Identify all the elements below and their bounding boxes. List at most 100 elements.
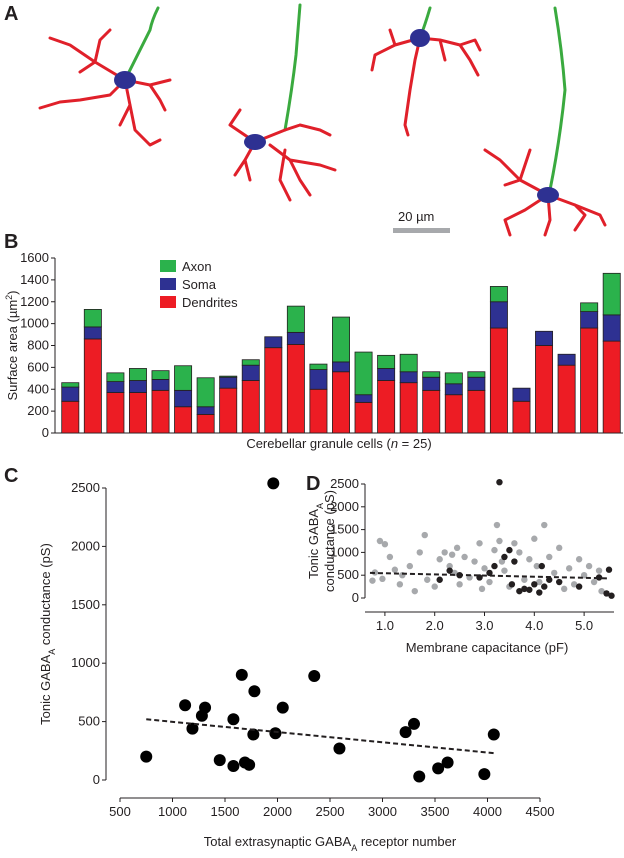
bar-segment <box>128 392 147 434</box>
data-point <box>603 590 610 597</box>
bar-segment <box>602 272 621 316</box>
bar-segment <box>422 376 441 391</box>
bar-segment <box>286 344 305 434</box>
scale-bar <box>393 228 450 233</box>
data-point <box>308 670 321 683</box>
x-tick-label: 1.0 <box>376 618 394 633</box>
data-point <box>391 566 399 573</box>
legend-swatch <box>160 296 176 308</box>
trend-line <box>146 718 494 755</box>
x-tick-label: 3500 <box>421 804 450 819</box>
bar-segment <box>332 371 350 434</box>
bar-segment <box>219 387 238 434</box>
y-axis-label: Surface area (µm2) <box>4 290 20 400</box>
data-point <box>536 578 543 586</box>
data-point <box>446 567 453 574</box>
y-axis-label: Tonic GABAA <box>306 503 325 579</box>
data-point <box>247 728 260 741</box>
label-part: = 25) <box>398 436 432 451</box>
data-point <box>235 668 248 681</box>
data-point <box>416 549 423 556</box>
bar-segment <box>377 354 396 369</box>
data-point <box>486 578 493 586</box>
label-part: Membrane capacitance (pF) <box>406 640 569 655</box>
label-part: conductance (pS) <box>38 543 53 649</box>
y-tick-label: 2500 <box>71 480 100 495</box>
data-point <box>267 477 280 490</box>
soma <box>114 71 136 89</box>
data-point <box>511 540 518 547</box>
data-point <box>476 540 483 547</box>
data-point <box>421 531 428 539</box>
label-part: A <box>47 649 57 655</box>
bar-segment <box>106 372 125 382</box>
bar-segment <box>580 327 599 434</box>
legend-label: Dendrites <box>182 295 238 310</box>
x-axis-label: Total extrasynaptic GABAA receptor numbe… <box>204 834 457 853</box>
x-tick-label: 1500 <box>211 804 240 819</box>
data-point <box>399 726 412 739</box>
data-point <box>496 478 503 486</box>
label-part: 2 <box>4 295 14 300</box>
bar-segment <box>557 364 576 434</box>
neuron-1 <box>38 6 172 147</box>
data-point <box>408 717 420 730</box>
label-part: Tonic GABA <box>306 509 321 579</box>
panel-label: D <box>306 473 320 495</box>
neuron-2 <box>228 3 337 202</box>
data-point <box>431 583 438 590</box>
y-tick-label: 200 <box>27 403 49 418</box>
data-point <box>546 553 553 561</box>
bar-segment <box>354 351 373 396</box>
soma <box>537 187 559 203</box>
bar-segment <box>241 359 260 366</box>
bar-segment <box>580 302 599 312</box>
data-point <box>376 537 384 545</box>
data-point <box>531 535 538 542</box>
neuron-4 <box>483 6 607 237</box>
y-tick-label: 1400 <box>20 272 49 287</box>
bar-segment <box>286 305 305 333</box>
label-part: A <box>351 843 357 853</box>
data-point <box>269 727 282 740</box>
data-point <box>608 592 615 599</box>
data-point <box>526 556 533 563</box>
bar-segment <box>332 361 350 373</box>
panel-a: A 20 µm <box>4 3 607 237</box>
bar-segment <box>61 382 80 388</box>
y-tick-label: 1500 <box>330 522 359 537</box>
y-tick-label: 500 <box>78 714 100 729</box>
legend-swatch <box>160 278 176 290</box>
bar-segment <box>422 389 441 434</box>
data-point <box>590 578 598 586</box>
bar-segment <box>264 336 283 349</box>
x-tick-label: 3000 <box>368 804 397 819</box>
bar-segment <box>489 327 508 434</box>
bar-segment <box>106 392 125 434</box>
y-tick-label: 400 <box>27 381 49 396</box>
bar-segment <box>602 340 621 434</box>
data-point <box>333 742 346 755</box>
data-point <box>413 770 426 783</box>
panel-label: A <box>4 3 18 25</box>
bar-segment <box>602 314 621 342</box>
bar-segment <box>512 400 531 434</box>
dendrites <box>228 108 337 202</box>
data-point <box>436 556 443 563</box>
data-point <box>551 569 558 577</box>
data-point <box>526 586 533 593</box>
bar-segment <box>535 345 554 434</box>
bar-segment <box>106 381 125 393</box>
y-tick-label: 1000 <box>71 655 100 670</box>
label-part: A <box>315 503 325 509</box>
bar-segment <box>61 400 80 434</box>
legend-swatch <box>160 260 176 272</box>
data-point <box>213 754 226 767</box>
data-point <box>493 521 501 529</box>
data-point <box>541 583 548 590</box>
y-tick-label: 2000 <box>330 499 359 514</box>
y-tick-label: 1500 <box>71 597 100 612</box>
x-tick-label: 2.0 <box>426 618 444 633</box>
label-part: conductance (pS) <box>322 490 337 592</box>
